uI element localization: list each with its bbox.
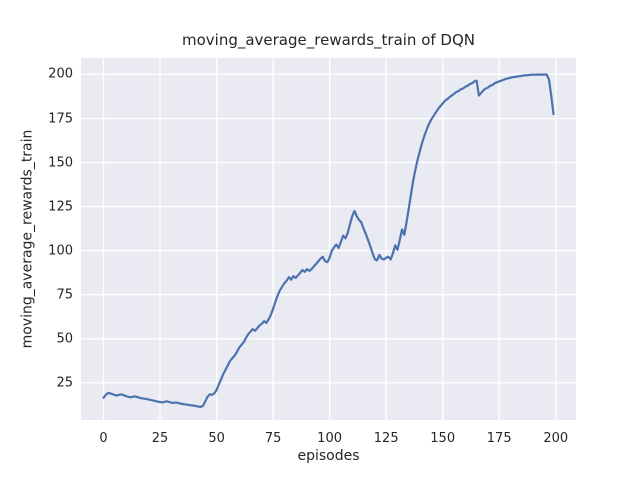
- x-tick-label: 200: [543, 431, 569, 446]
- x-axis-label: episodes: [297, 448, 360, 464]
- x-tick-label: 75: [264, 431, 282, 446]
- y-tick-label: 200: [48, 66, 73, 82]
- y-tick-label: 100: [48, 243, 73, 259]
- y-tick-label: 175: [48, 111, 73, 126]
- y-tick-label: 75: [56, 287, 73, 303]
- plot-background: [81, 58, 576, 420]
- x-tick-label: 50: [208, 431, 225, 446]
- x-tick-label: 100: [317, 431, 343, 446]
- y-tick-label: 125: [48, 199, 73, 215]
- y-tick-label: 150: [48, 155, 73, 170]
- x-tick-label: 25: [151, 431, 169, 446]
- x-tick-label: 175: [486, 431, 512, 446]
- data-line: [102, 73, 555, 409]
- x-tick-label: 150: [430, 431, 456, 446]
- y-tick-label: 25: [56, 375, 73, 391]
- x-tick-label: 0: [99, 431, 108, 446]
- y-tick-label: 50: [56, 331, 73, 347]
- x-tick-label: 125: [373, 431, 399, 446]
- chart-title: moving_average_rewards_train of DQN: [181, 31, 476, 49]
